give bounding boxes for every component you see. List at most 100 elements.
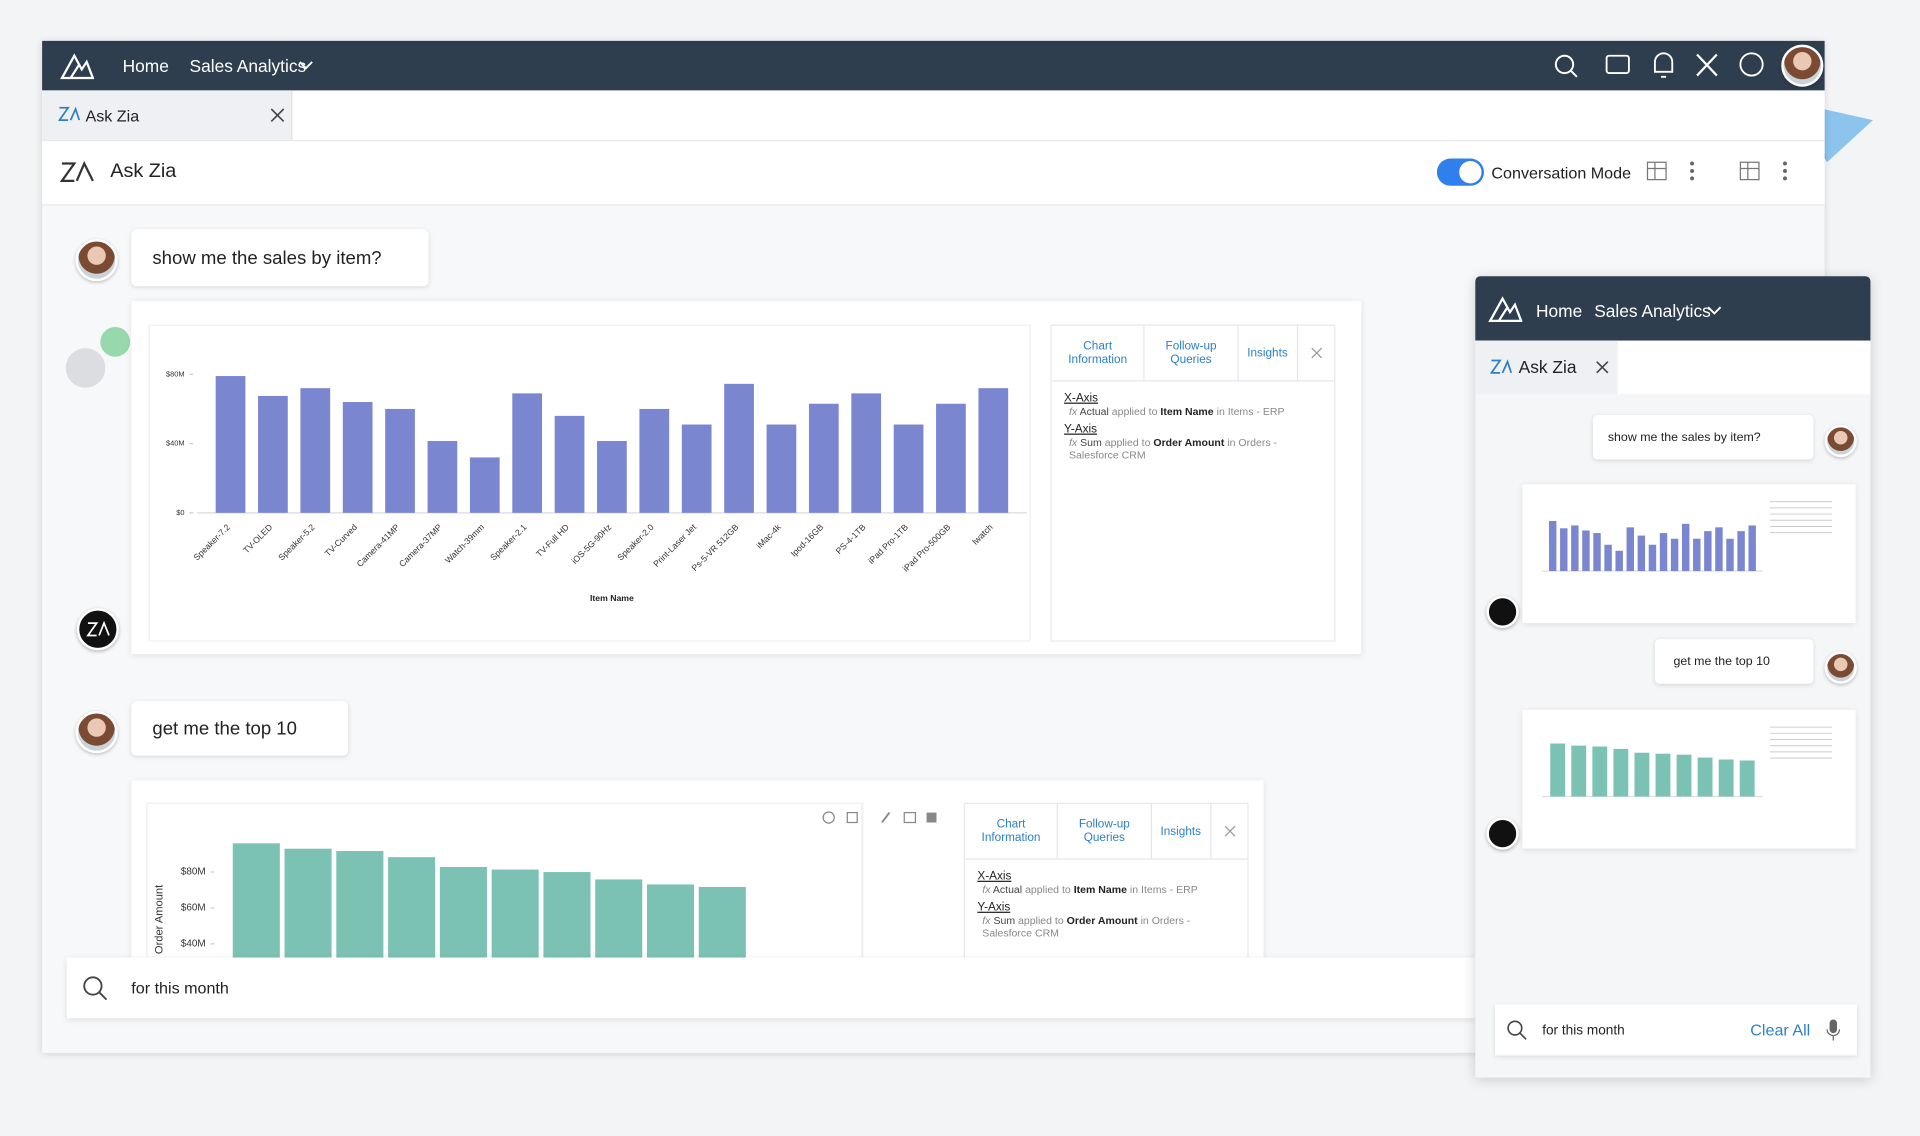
bar <box>646 884 695 958</box>
mini-bar <box>1737 531 1745 572</box>
y-tick-label: $60M <box>181 903 206 914</box>
search-bar[interactable]: for this month <box>66 957 1476 1019</box>
close-icon[interactable] <box>1211 804 1247 859</box>
panel-tab[interactable]: Follow-up Queries <box>1145 325 1239 381</box>
mini-bar <box>1615 550 1623 572</box>
chart-toolbar[interactable] <box>820 808 944 828</box>
panel-tab[interactable]: Insights <box>1152 803 1212 859</box>
mini-bar <box>1718 759 1734 797</box>
chart-info-panel: Chart Information Follow-up Queries Insi… <box>963 802 1249 958</box>
applied: applied to <box>1111 405 1158 418</box>
mini-bar <box>1648 544 1657 572</box>
x-tick-label: Camera-41MP <box>355 522 402 569</box>
search-icon <box>1507 1020 1527 1040</box>
tab[interactable]: Ask Zia <box>42 90 293 140</box>
mini-bar <box>1697 757 1713 797</box>
search-bar[interactable]: for this month Clear All <box>1495 1004 1857 1056</box>
field: Order Amount <box>1066 914 1138 927</box>
bar <box>512 393 543 513</box>
panel-tab[interactable]: Chart Information <box>965 803 1059 859</box>
tab-label: Ask Zia <box>85 106 140 126</box>
toggle[interactable] <box>1436 158 1484 186</box>
field: Item Name <box>1073 883 1127 896</box>
zia-logo <box>59 160 94 182</box>
mini-bar <box>1670 538 1679 572</box>
tab-icon <box>1490 359 1513 374</box>
user-avatar <box>1824 651 1857 684</box>
function: Sum <box>1080 436 1102 449</box>
field: Item Name <box>1160 405 1214 418</box>
mini-bar <box>1715 527 1723 572</box>
top-nav: Home Sales Analytics <box>1475 276 1871 341</box>
nav-home[interactable]: Home <box>1536 301 1583 321</box>
bar <box>342 402 373 513</box>
header-icons[interactable] <box>1645 159 1794 186</box>
fx-icon: fx <box>982 883 991 896</box>
nav-home[interactable]: Home <box>122 55 169 76</box>
mini-bar <box>1550 743 1566 797</box>
y-axis-detail: fx Sum applied to Order Amount in Orders… <box>982 914 1205 939</box>
mini-bar <box>1726 538 1734 572</box>
tab-strip: Ask Zia <box>1475 340 1871 394</box>
fx-icon: fx <box>1069 436 1078 449</box>
bar <box>597 440 627 513</box>
x-tick-label: Speaker-5.2 <box>276 522 317 563</box>
zia-avatar <box>76 608 119 651</box>
x-tick-label: TV-Full HD <box>534 522 571 559</box>
x-axis-heading: X-Axis <box>1064 391 1099 406</box>
bar <box>639 408 670 513</box>
panel-tab[interactable]: Follow-up Queries <box>1058 803 1152 859</box>
dropdown-icon[interactable] <box>1707 305 1722 317</box>
nav-icons[interactable] <box>1551 51 1811 83</box>
mini-bar <box>1604 544 1612 572</box>
mini-bar <box>1637 535 1646 572</box>
chart-info-panel: Chart Information Follow-up Queries Insi… <box>1050 324 1336 642</box>
close-icon[interactable] <box>1595 360 1609 374</box>
panel-tab[interactable]: Chart Information <box>1052 325 1145 381</box>
x-tick-label: Watch-39mm <box>443 522 486 565</box>
chart-thumbnail <box>1522 709 1856 849</box>
bar <box>595 879 643 958</box>
mic-icon[interactable] <box>1826 1018 1841 1042</box>
bar <box>385 408 415 513</box>
panel-tab[interactable]: Insights <box>1238 325 1298 381</box>
bar <box>698 886 746 958</box>
search-query: for this month <box>131 978 229 998</box>
mini-bar <box>1693 538 1701 572</box>
y-tick-label: $40M <box>181 939 206 950</box>
tab-strip: Ask Zia <box>42 90 1825 142</box>
applied: applied to <box>1104 436 1151 449</box>
x-tick-label: Speaker-2.0 <box>615 522 656 563</box>
user-message: get me the top 10 <box>1654 639 1814 684</box>
x-tick-label: PS-4-1TB <box>834 522 868 556</box>
x-tick-label: TV-Curved <box>323 522 359 558</box>
mini-bar <box>1560 528 1568 572</box>
nav-sales-analytics[interactable]: Sales Analytics <box>189 55 307 76</box>
applied: applied to <box>1018 914 1064 927</box>
chart-thumbnail <box>1522 484 1856 624</box>
nav-sales-analytics[interactable]: Sales Analytics <box>1594 301 1711 321</box>
y-tick-label: $80M <box>181 867 206 878</box>
x-tick-label: Ipod-16GB <box>789 522 826 559</box>
mini-bar <box>1592 746 1608 797</box>
x-tick-label: Speaker-2.1 <box>488 522 529 563</box>
bar <box>469 457 500 513</box>
close-icon[interactable] <box>270 108 285 123</box>
dropdown-icon[interactable] <box>299 59 314 71</box>
user-message: show me the sales by item? <box>1592 414 1814 460</box>
close-icon[interactable] <box>1298 326 1334 381</box>
mini-bar <box>1655 753 1671 797</box>
mini-bar <box>1634 752 1650 797</box>
mini-bar <box>1676 754 1692 797</box>
user-avatar[interactable] <box>1781 44 1824 87</box>
bar <box>808 403 839 513</box>
bar <box>232 843 280 958</box>
clear-all[interactable]: Clear All <box>1750 1020 1811 1040</box>
mini-bar-chart <box>1542 501 1833 572</box>
tab[interactable]: Ask Zia <box>1475 340 1618 394</box>
bar <box>439 867 487 958</box>
bar <box>543 872 591 958</box>
y-tick-label: $40M <box>166 439 185 448</box>
